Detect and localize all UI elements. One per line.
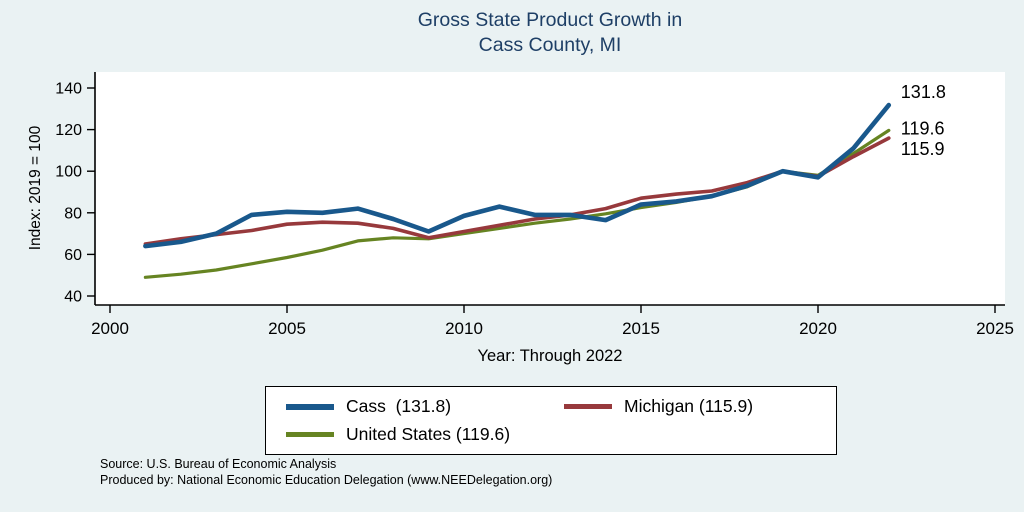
source-note: Source: U.S. Bureau of Economic Analysis (100, 457, 337, 471)
chart-title-line2: Cass County, MI (478, 34, 622, 56)
chart-title-line1: Gross State Product Growth in (417, 9, 683, 31)
legend-label-united-states: United States (119.6) (346, 424, 511, 444)
plot-area: 40 60 80 100 120 140 2000 2005 2010 2015 2020 2025 1… (55, 72, 1014, 338)
producer-note: Produced by: National Economic Education… (100, 472, 553, 487)
y-tick-label: 120 (55, 122, 82, 139)
y-tick-label: 140 (55, 81, 82, 98)
legend-label-cass: Cass (131.8) (346, 396, 452, 416)
series-line-cass (143, 102, 892, 249)
legend-item-michigan: Michigan (115.9) (564, 396, 816, 417)
legend-label-michigan: Michigan (115.9) (624, 396, 754, 416)
legend-swatch-united-states (286, 432, 334, 437)
x-tick-label: 2025 (976, 319, 1014, 338)
legend-item-united-states: United States (119.6) (286, 424, 564, 445)
footer-notes: Source: U.S. Bureau of Economic Analysis… (100, 457, 552, 488)
x-tick-label: 2020 (799, 319, 837, 338)
y-tick-label: 80 (64, 205, 82, 222)
legend: Cass (131.8) Michigan (115.9) United Sta… (265, 386, 837, 455)
chart-title: Gross State Product Growth in Cass Count… (95, 8, 1005, 58)
end-label-michigan: 115.9 (901, 139, 945, 159)
end-label-cass: 131.8 (901, 82, 946, 102)
x-tick-label: 2000 (91, 319, 129, 338)
x-tick-label: 2005 (268, 319, 306, 338)
y-tick-label: 60 (64, 247, 82, 264)
x-tick-label: 2010 (445, 319, 483, 338)
legend-swatch-michigan (564, 404, 612, 409)
end-label-united-states: 119.6 (901, 118, 945, 138)
x-tick-label: 2015 (622, 319, 660, 338)
legend-item-cass: Cass (131.8) (286, 396, 564, 417)
y-tick-label: 40 (64, 289, 82, 306)
x-axis-label: Year: Through 2022 (477, 347, 623, 365)
y-tick-label: 100 (55, 164, 82, 181)
plot-background (95, 72, 1005, 305)
legend-swatch-cass (286, 403, 334, 410)
